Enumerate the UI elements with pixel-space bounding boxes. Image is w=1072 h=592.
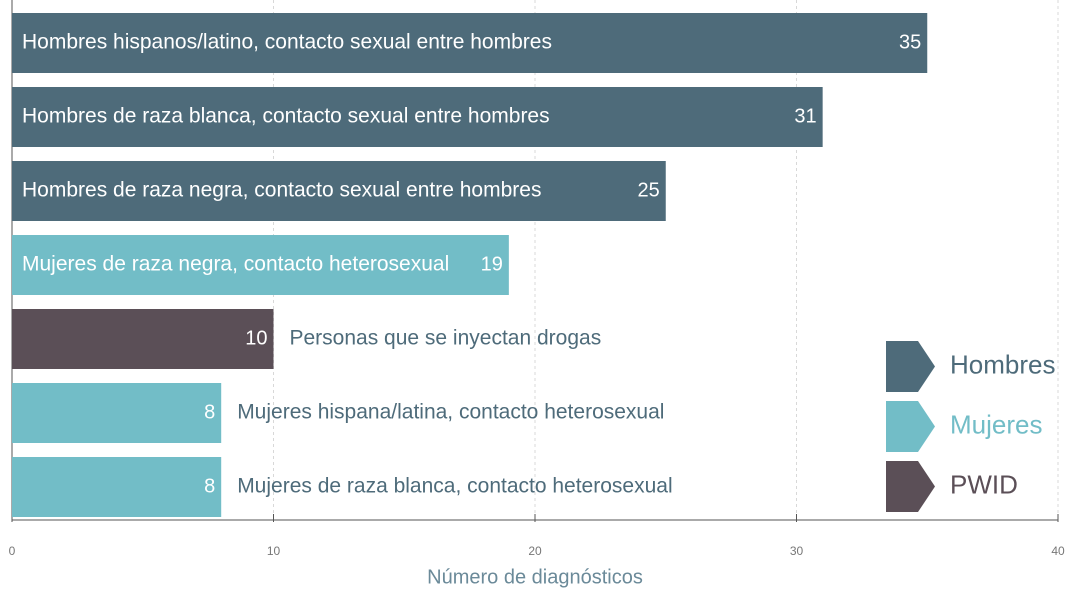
legend-swatch (886, 341, 935, 392)
bar-label: Mujeres de raza negra, contacto heterose… (22, 253, 449, 276)
bar (12, 235, 509, 295)
bar-label: Hombres hispanos/latino, contacto sexual… (22, 31, 552, 54)
legend-swatch (886, 401, 935, 452)
value-label: 25 (638, 179, 660, 201)
legend-label: Hombres (950, 349, 1055, 379)
bar (12, 161, 666, 221)
bar-label: Mujeres hispana/latina, contacto heteros… (237, 401, 664, 424)
value-label: 19 (481, 253, 503, 275)
value-label: 10 (245, 327, 267, 349)
value-label: 31 (794, 105, 816, 127)
bar-label: Personas que se inyectan drogas (290, 327, 602, 350)
bar-label: Hombres de raza negra, contacto sexual e… (22, 179, 541, 202)
bar (12, 87, 823, 147)
x-tick-label: 10 (267, 544, 281, 558)
legend-label: Mujeres (950, 409, 1042, 439)
bar (12, 383, 222, 443)
x-tick-label: 30 (790, 544, 804, 558)
bar (12, 457, 222, 517)
bar (12, 13, 928, 73)
value-label: 35 (899, 31, 921, 53)
x-tick-label: 20 (528, 544, 542, 558)
x-tick-label: 40 (1051, 544, 1065, 558)
x-axis-label: Número de diagnósticos (427, 566, 643, 588)
legend-swatch (886, 461, 935, 512)
bar-label: Hombres de raza blanca, contacto sexual … (22, 105, 550, 128)
bar (12, 309, 274, 369)
value-label: 8 (204, 475, 215, 497)
legend-label: PWID (950, 469, 1018, 499)
bar-label: Mujeres de raza blanca, contacto heteros… (237, 475, 672, 498)
x-tick-label: 0 (9, 544, 16, 558)
value-label: 8 (204, 401, 215, 423)
